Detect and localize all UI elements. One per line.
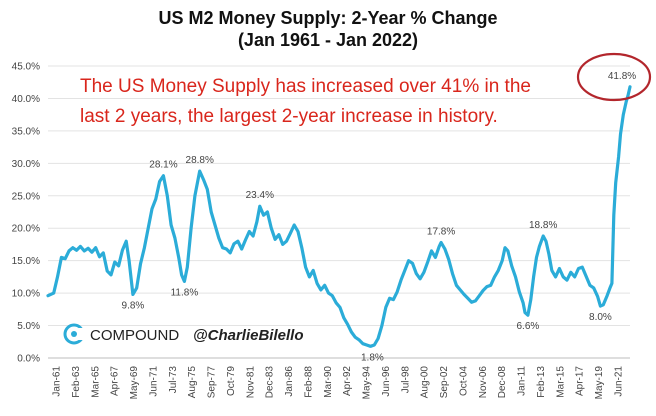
- compound-logo-icon: [63, 323, 86, 345]
- data-label: 23.4%: [246, 190, 274, 201]
- x-tick-label: Jun-96: [381, 366, 392, 397]
- x-tick-label: Jan-61: [52, 366, 63, 397]
- x-tick-label: Sep-02: [439, 366, 450, 399]
- x-tick-label: Mar-90: [323, 366, 334, 398]
- data-label: 41.8%: [608, 71, 636, 82]
- y-gridlines: [48, 65, 630, 327]
- y-tick-label: 45.0%: [12, 62, 40, 73]
- x-tick-label: Oct-04: [458, 366, 469, 396]
- y-tick-label: 20.0%: [12, 224, 40, 235]
- y-tick-label: 10.0%: [12, 289, 40, 300]
- compound-brand-name: COMPOUND: [90, 327, 179, 344]
- data-label: 6.6%: [517, 321, 540, 332]
- peak-highlight-circle: [576, 52, 652, 102]
- x-tick-label: Aug-00: [420, 366, 431, 399]
- x-tick-label: Oct-79: [226, 366, 237, 396]
- y-tick-label: 40.0%: [12, 94, 40, 105]
- x-tick-label: Dec-83: [265, 366, 276, 399]
- data-label: 28.8%: [186, 155, 214, 166]
- x-tick-label: Feb-13: [536, 366, 547, 398]
- x-tick-label: Mar-15: [555, 366, 566, 398]
- y-tick-label: 35.0%: [12, 126, 40, 137]
- x-tick-label: May-94: [362, 366, 373, 400]
- data-labels: 9.8% 28.1% 11.8% 28.8% 23.4% 1.8% 17.8% 6.6% 18.…: [122, 71, 637, 364]
- data-label: 18.8%: [529, 220, 557, 231]
- x-axis-tick-labels: Jan-61 Feb-63 Mar-65 Apr-67 May-69 Jun-71 Jul-…: [52, 366, 625, 400]
- x-tick-label: Nov-81: [245, 366, 256, 399]
- x-tick-label: Jan-11: [517, 366, 528, 396]
- x-tick-label: Jul-73: [168, 366, 179, 394]
- x-tick-label: Jul-98: [400, 366, 411, 394]
- x-tick-label: Apr-92: [342, 366, 353, 396]
- x-tick-label: Jun-71: [148, 366, 159, 397]
- money-supply-series-line: [46, 85, 632, 348]
- x-tick-label: Aug-75: [187, 366, 198, 399]
- x-tick-label: Sep-77: [207, 366, 218, 399]
- x-tick-label: Mar-65: [90, 366, 101, 398]
- data-label: 17.8%: [427, 226, 455, 237]
- chart-title-line1: US M2 Money Supply: 2-Year % Change: [158, 8, 497, 28]
- annotation-line1: The US Money Supply has increased over 4…: [80, 76, 531, 97]
- data-label: 8.0%: [589, 312, 612, 323]
- data-label: 11.8%: [171, 287, 199, 298]
- data-label: 9.8%: [122, 300, 145, 311]
- annotation-line2: last 2 years, the largest 2-year increas…: [80, 106, 498, 127]
- x-tick-label: Apr-67: [110, 366, 121, 396]
- author-handle: @CharlieBilello: [193, 327, 304, 344]
- x-tick-label: Nov-06: [478, 366, 489, 399]
- y-tick-label: 5.0%: [17, 321, 40, 332]
- x-tick-label: Dec-08: [497, 366, 508, 399]
- x-tick-label: May-69: [129, 366, 140, 400]
- x-tick-label: Jan-86: [284, 366, 295, 397]
- data-label: 1.8%: [361, 352, 384, 363]
- x-tick-label: Feb-63: [71, 366, 82, 398]
- y-tick-label: 0.0%: [17, 354, 40, 365]
- y-tick-label: 25.0%: [12, 191, 40, 202]
- y-tick-label: 30.0%: [12, 159, 40, 170]
- chart-title-line2: (Jan 1961 - Jan 2022): [238, 30, 418, 50]
- y-axis-tick-labels: 0.0% 5.0% 10.0% 15.0% 20.0% 25.0% 30.0% 35.0% 40…: [12, 62, 40, 365]
- compound-logo: COMPOUND @CharlieBilello: [63, 323, 304, 345]
- y-tick-label: 15.0%: [12, 256, 40, 267]
- data-label: 28.1%: [149, 160, 177, 171]
- x-tick-label: Feb-88: [303, 366, 314, 398]
- x-tick-label: May-19: [594, 366, 605, 400]
- x-tick-label: Jun-21: [614, 366, 625, 397]
- x-tick-label: Apr-17: [575, 366, 586, 396]
